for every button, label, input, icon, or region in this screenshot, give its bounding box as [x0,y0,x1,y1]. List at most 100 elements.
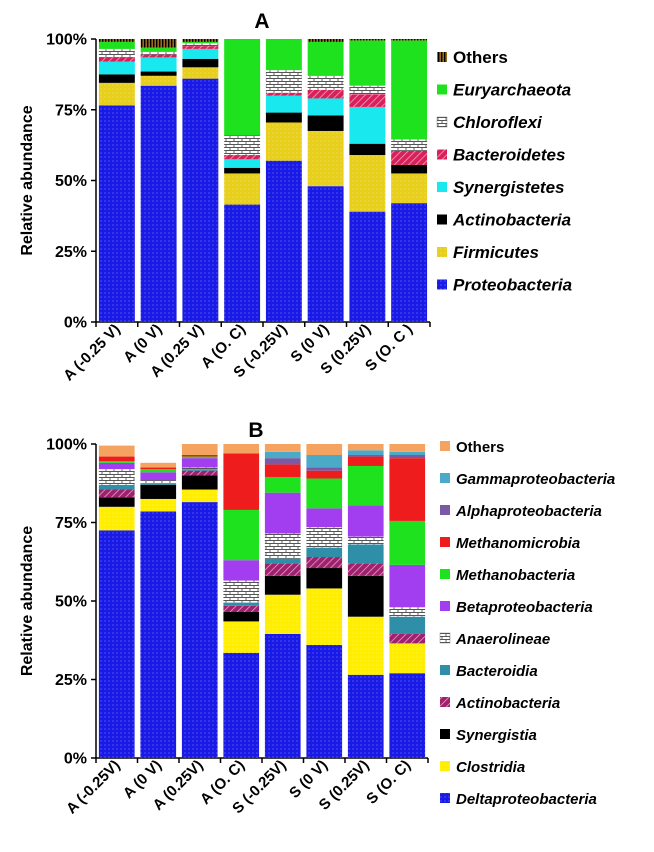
panel-a-segment-firmicutes [98,82,135,106]
panel-a-segment-pattern [98,82,135,106]
panel-b-segment-others [140,462,177,468]
panel-a-legend-label: Firmicutes [453,243,539,262]
panel-b-segment-pattern [389,607,426,617]
panel-a-segment-pattern [307,75,344,90]
panel-b-segment-fill [306,454,343,468]
panel-b-segment-bacteroidia [140,483,177,485]
panel-a-segment-pattern [391,39,428,41]
panel-b-segment-pattern [264,563,301,576]
panel-b-segment-methanobacteria [306,478,343,509]
panel-a-segment-firmicutes [140,75,177,86]
panel-a-segment-others [307,39,344,42]
panel-b-segment-pattern [264,633,301,758]
panel-b-segment-clostridia [264,594,301,634]
panel-b-segment-methanobacteria [98,461,135,463]
panel-a-segment-proteobacteria [391,203,428,322]
panel-b-legend-label: Anaerolineae [455,631,550,648]
panel-a-segment-pattern [224,135,261,156]
panel-a-segment-fill [307,41,344,76]
panel-b-segment-fill [140,484,177,499]
panel-b-bar-a-0-25v [181,444,218,758]
panel-b-segment-methanobacteria [347,465,384,506]
panel-a-legend-swatch-pattern [437,149,447,160]
panel-a-segment-pattern [307,89,344,99]
panel-b-segment-fill [98,497,135,507]
panel-b-bar-s-o-c [389,444,426,758]
panel-a-legend-swatch-pattern [437,279,447,290]
panel-b-legend-swatch-pattern [440,793,450,803]
panel-b-segment-fill [264,444,301,452]
panel-b-segment-fill [223,509,260,561]
panel-a-segment-pattern [265,70,302,93]
panel-b-segment-anaerolineae [223,580,260,603]
panel-a-segment-euryarchaeota [98,41,135,49]
panel-b-segment-synergistia [181,475,218,490]
panel-b-legend-swatch [440,441,450,451]
panel-b-legend-item-clostridia: Clostridia [440,759,525,776]
panel-b-segment-bacteroidia [306,547,343,558]
panel-a-segment-pattern [140,39,177,48]
panel-b-segment-methanomicrobia [347,456,384,466]
panel-b-segment-bacteroidia [347,544,384,564]
panel-a-bar-s-o-c [391,39,428,322]
panel-b-segment-deltaproteobacteria [223,652,260,758]
panel-a-segment-fill [182,41,219,44]
panel-a-bar-a-0-25-v [182,39,219,323]
panel-a-segment-chloroflexi [307,75,344,90]
panel-b-y-tick-label: 25% [55,672,87,689]
panel-b-segment-pattern [98,530,135,758]
panel-b-segment-pattern [306,527,343,548]
panel-a-segment-pattern [140,85,177,322]
panel-b-segment-pattern [264,533,301,559]
panel-a-segment-bacteroidetes [391,150,428,165]
panel-b-segment-deltaproteobacteria [98,530,135,758]
panel-a-y-axis-title: Relative abundance [19,105,36,255]
panel-b-segment-others [347,444,384,451]
panel-b-segment-alphaproteobacteria [264,458,301,465]
panel-a-segment-euryarchaeota [182,41,219,44]
panel-a-bar-a-0-25-v [98,39,135,322]
panel-b-legend-item-bacteroidia: Bacteroidia [440,663,538,680]
panel-a-segment-firmicutes [391,173,428,204]
panel-b-y-tick-label: 100% [46,437,87,454]
panel-b-legend-swatch [440,729,450,739]
panel-b-segment-alphaproteobacteria [389,454,426,459]
panel-a-segment-others [349,39,386,41]
panel-b-segment-fill [306,547,343,558]
panel-b-segment-bacteroidia [223,602,260,606]
panel-a-segment-others [182,39,219,42]
panel-a-segment-others [140,39,177,48]
panel-b-segment-alphaproteobacteria [347,454,384,457]
panel-b-legend-item-alphaproteobacteria: Alphaproteobacteria [440,503,602,520]
panel-b-segment-betaproteobacteria [389,564,426,608]
panel-b-segment-anaerolineae [140,480,177,484]
panel-a-legend-item-firmicutes: Firmicutes [437,243,539,262]
panel-b-bar-s-0-25v [264,444,301,758]
panel-b-bar-s-0-25v [347,444,384,758]
panel-b-x-tick-label: S (O. C) [363,757,414,808]
panel-a-segment-fill [140,71,177,76]
panel-b-segment-fill [264,558,301,564]
panel-a-segment-fill [224,167,261,174]
panel-b-segment-fill [181,454,218,457]
panel-b-segment-fill [181,475,218,490]
panel-a-legend-swatch-pattern [437,117,447,127]
panel-a-y-tick-label: 25% [55,244,87,261]
panel-b-legend-swatch [440,473,450,483]
panel-a-legend-item-proteobacteria: Proteobacteria [437,276,572,295]
panel-a-legend-item-others: Others [437,48,508,67]
panel-b-segment-actinobacteria [264,563,301,576]
panel-a-segment-pattern [182,39,219,42]
panel-a-segment-fill [140,57,177,72]
panel-b-bar-a-0-25v [98,445,135,758]
panel-b-segment-fill [264,575,301,595]
panel-b-segment-others [389,444,426,452]
panel-b-legend-label: Actinobacteria [455,695,560,712]
panel-b-segment-methanomicrobia [98,456,135,462]
panel-b-segment-pattern [306,588,343,645]
panel-a-segment-euryarchaeota [224,39,261,136]
panel-a-segment-synergistetes [140,57,177,72]
panel-b-segment-fill [98,484,135,490]
